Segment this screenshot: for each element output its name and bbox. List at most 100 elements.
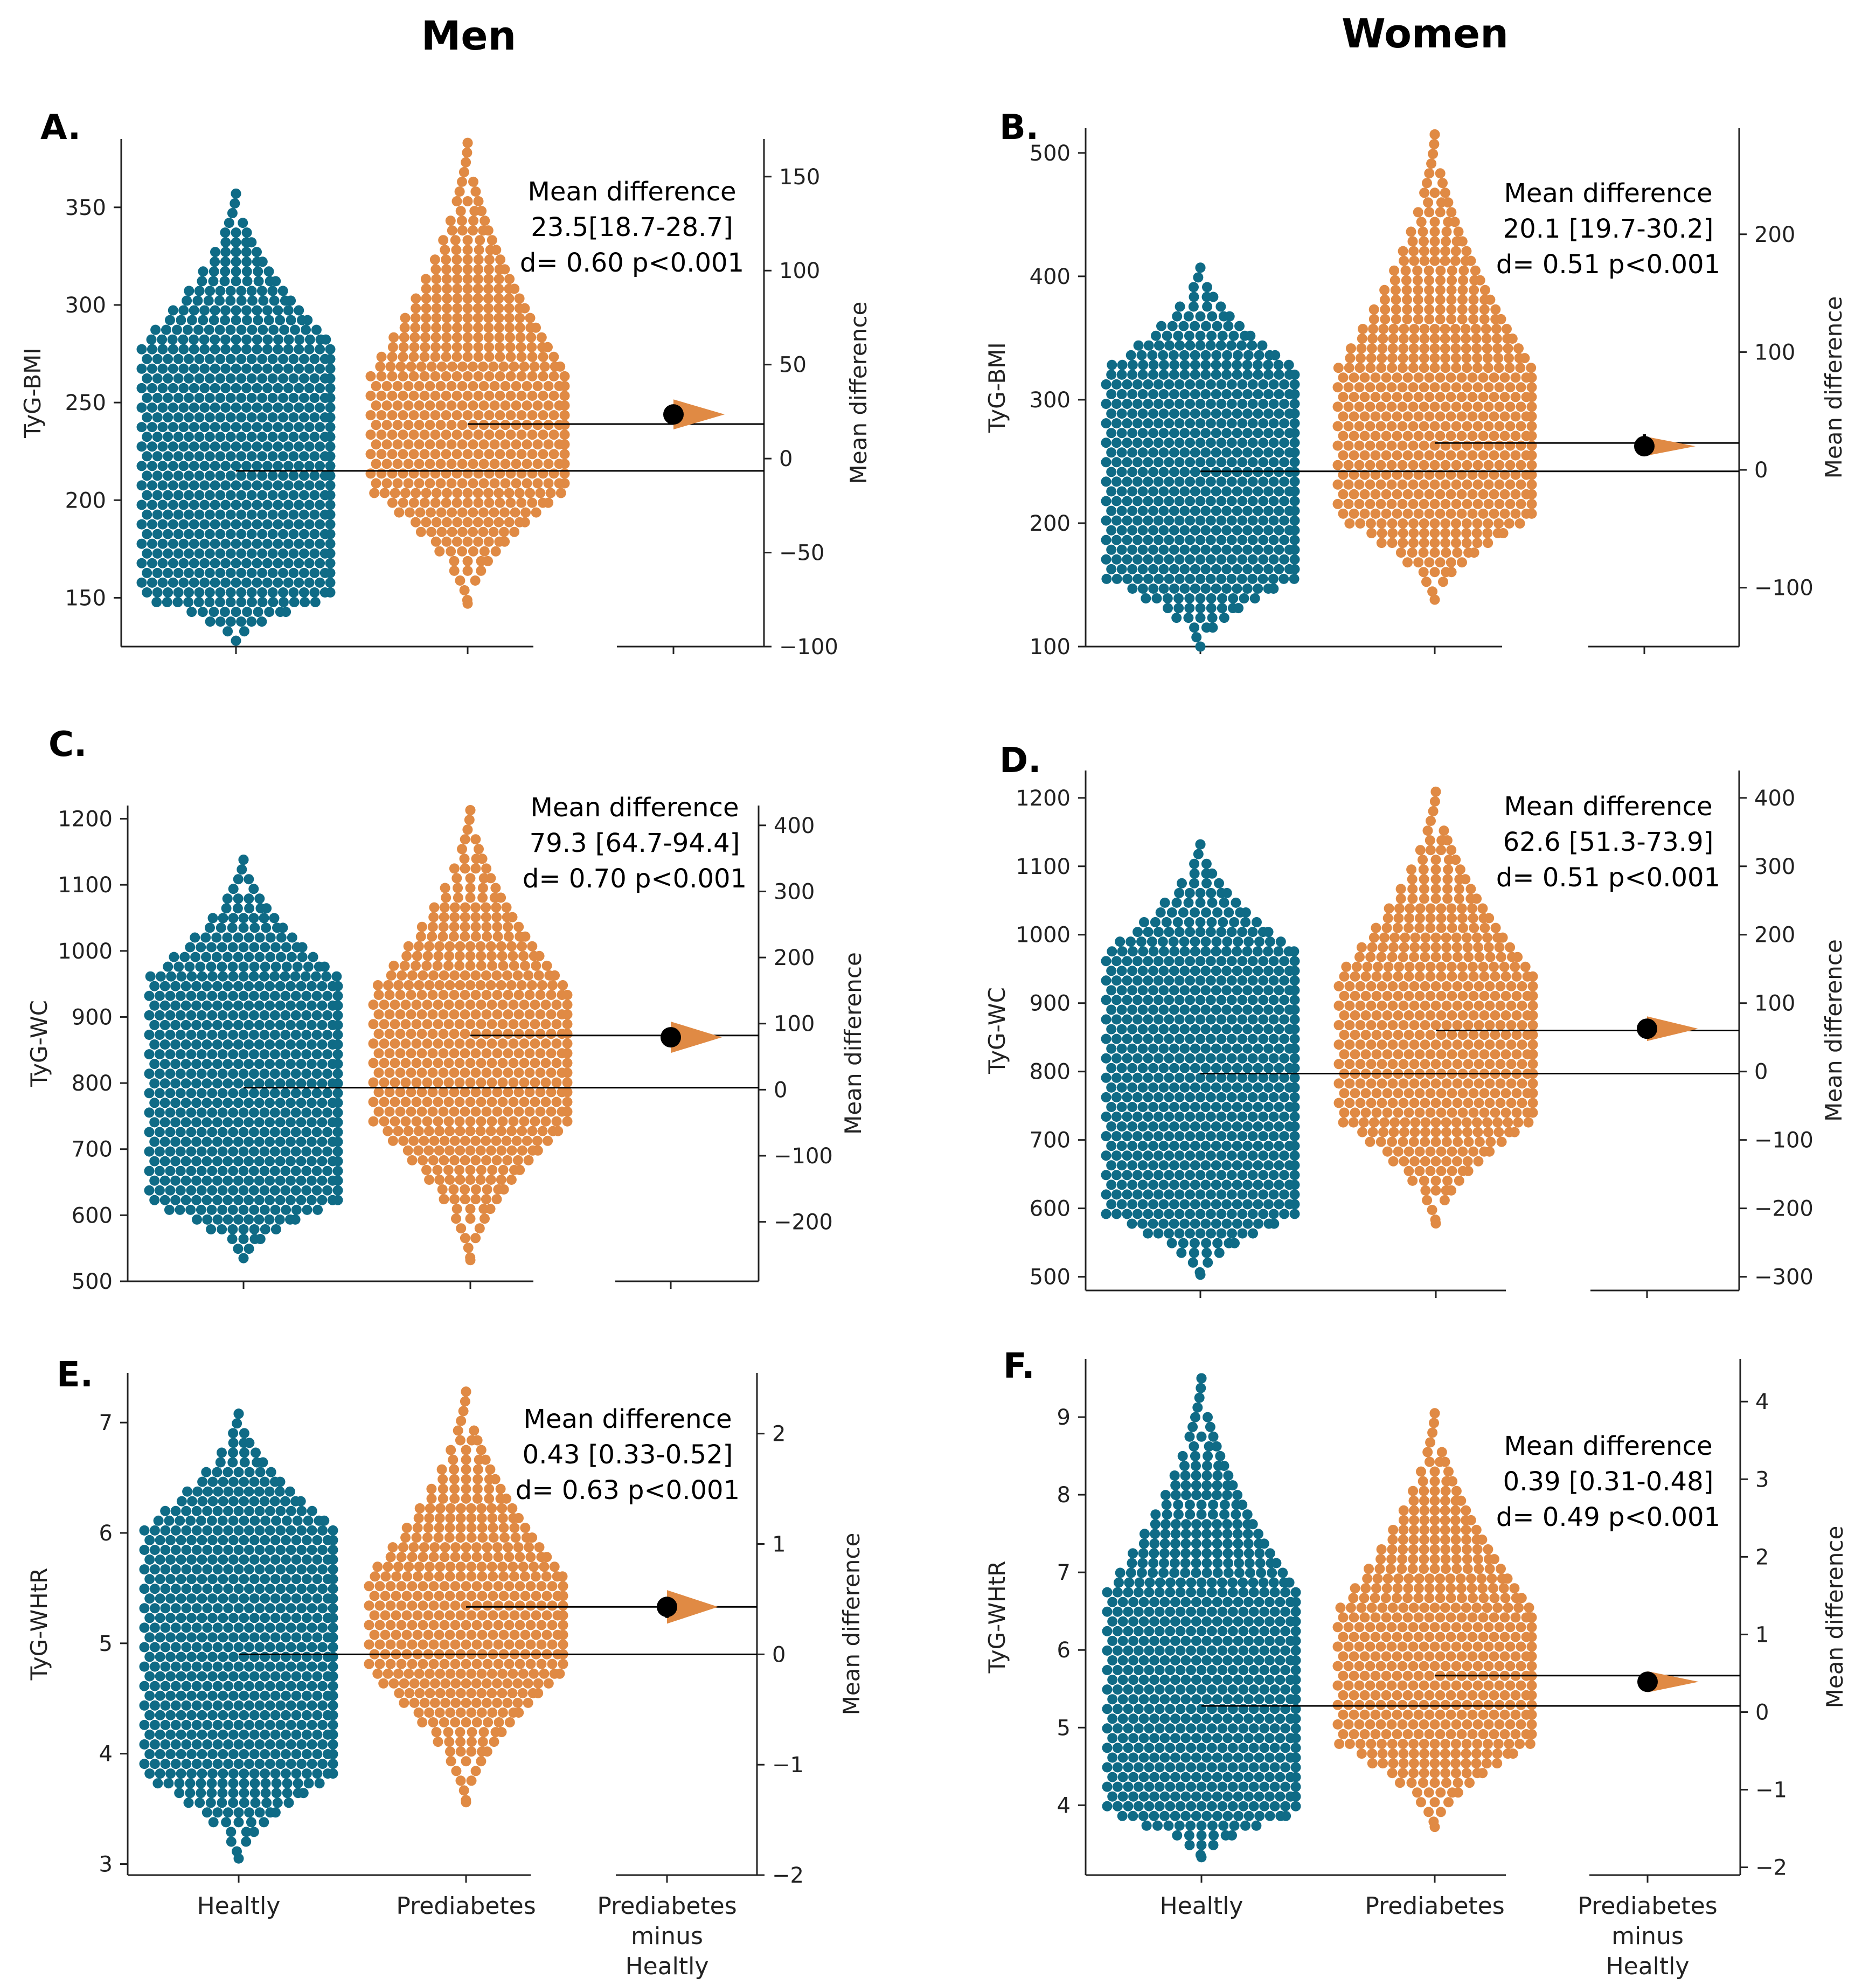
data-point (163, 470, 173, 481)
data-point (1174, 927, 1185, 938)
data-point (1289, 1082, 1300, 1093)
data-point (207, 1030, 218, 1040)
data-point (1232, 1043, 1242, 1054)
data-point (186, 1185, 197, 1196)
data-point (548, 429, 559, 440)
data-point (1435, 207, 1446, 218)
data-point (1481, 324, 1491, 334)
right-tick-label: −300 (1754, 1265, 1814, 1290)
data-point (1174, 1150, 1185, 1161)
data-point (1472, 363, 1483, 373)
data-point (322, 1165, 333, 1176)
data-point (512, 970, 523, 981)
data-point (1398, 334, 1409, 344)
data-point (1512, 952, 1523, 962)
data-point (1253, 584, 1263, 594)
data-point (1457, 557, 1467, 568)
data-point (1365, 479, 1375, 490)
data-point (178, 577, 189, 588)
data-point (1211, 1199, 1221, 1210)
data-point (207, 1593, 218, 1604)
data-point (393, 1126, 404, 1136)
data-point (303, 1515, 314, 1526)
data-point (465, 980, 476, 990)
data-point (1452, 1001, 1463, 1011)
data-point (462, 429, 473, 440)
data-point (1195, 1150, 1206, 1161)
data-point (492, 1048, 503, 1059)
data-point (1164, 1033, 1175, 1044)
data-point (1419, 343, 1430, 354)
data-point (186, 1107, 197, 1118)
data-point (1158, 946, 1169, 957)
data-point (1467, 489, 1478, 499)
data-point (525, 488, 536, 498)
data-point (257, 373, 268, 384)
data-point (1461, 334, 1471, 344)
data-point (246, 286, 257, 296)
data-point (1211, 564, 1221, 574)
data-point (400, 1077, 411, 1088)
data-point (1402, 392, 1413, 402)
data-point (1263, 564, 1274, 574)
data-point (1441, 1127, 1451, 1137)
data-point (1195, 956, 1206, 967)
data-point (433, 950, 444, 961)
data-point (1195, 1228, 1206, 1239)
data-point (202, 1564, 213, 1575)
data-point (1207, 897, 1218, 908)
data-point (1441, 952, 1452, 962)
data-point (256, 616, 267, 627)
data-point (1106, 447, 1117, 458)
data-point (421, 283, 432, 294)
data-point (317, 1098, 328, 1108)
data-point (1248, 1228, 1258, 1239)
data-point (1382, 990, 1393, 1001)
data-point (173, 509, 184, 520)
data-point (303, 961, 314, 972)
data-point (173, 470, 184, 481)
data-point (1190, 1179, 1200, 1190)
data-point (157, 402, 168, 413)
data-point (1499, 411, 1510, 422)
data-point (249, 1574, 260, 1585)
data-point (1526, 421, 1537, 432)
data-point (241, 461, 252, 471)
data-point (309, 393, 320, 403)
data-point (441, 429, 451, 440)
data-point (1185, 573, 1196, 584)
data-point (1174, 379, 1185, 390)
data-point (146, 334, 157, 345)
data-point (1158, 1043, 1169, 1054)
data-point (1164, 1131, 1175, 1142)
data-point (163, 509, 173, 520)
data-point (1174, 1014, 1185, 1025)
data-point-max (462, 137, 473, 148)
data-point (317, 1039, 328, 1050)
data-point (265, 1156, 275, 1167)
data-point (492, 1029, 503, 1039)
data-point (1483, 401, 1494, 412)
data-point (1387, 1059, 1398, 1070)
data-point (1242, 1082, 1253, 1093)
data-point (538, 449, 548, 460)
data-point (433, 1096, 443, 1107)
data-point (421, 960, 432, 971)
data-point (442, 303, 452, 314)
data-point (440, 883, 450, 893)
data-point (1247, 956, 1258, 967)
data-point (269, 1107, 280, 1118)
data-point (1414, 1146, 1425, 1157)
data-point (1221, 1043, 1232, 1054)
data-point (228, 1030, 239, 1040)
data-point (168, 480, 178, 491)
data-point (1338, 450, 1349, 461)
data-point (276, 952, 286, 962)
data-point (416, 1087, 427, 1098)
data-point (479, 546, 490, 557)
data-point (1179, 1102, 1190, 1112)
data-point (457, 844, 467, 855)
data-point (1395, 884, 1406, 894)
data-point (1247, 1170, 1258, 1181)
data-point (306, 1098, 317, 1108)
